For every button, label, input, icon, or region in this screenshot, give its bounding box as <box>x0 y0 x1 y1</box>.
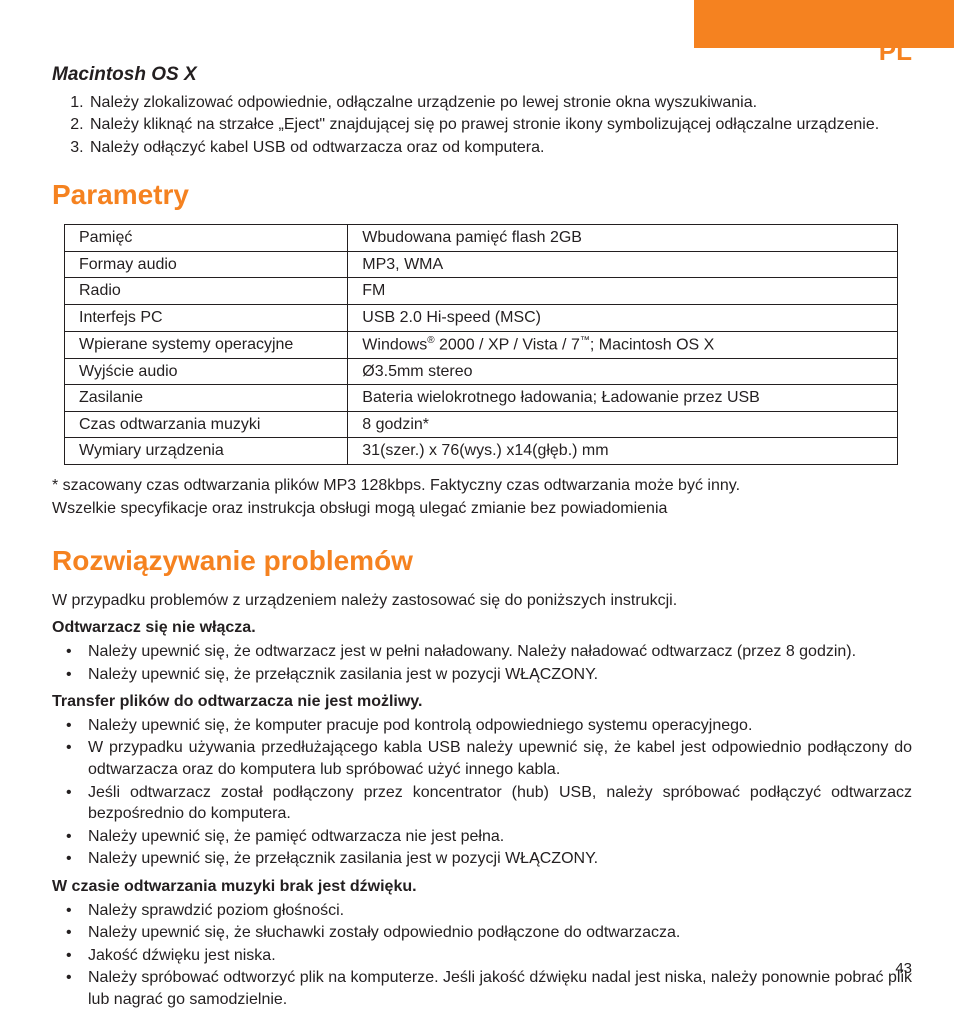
list-item: Należy upewnić się, że przełącznik zasil… <box>66 848 912 870</box>
table-cell: FM <box>348 278 898 305</box>
table-cell: Interfejs PC <box>65 305 348 332</box>
list-item: Należy upewnić się, że przełącznik zasil… <box>66 664 912 686</box>
table-cell: Windows® 2000 / XP / Vista / 7™; Macinto… <box>348 331 898 358</box>
table-cell: Wyjście audio <box>65 358 348 385</box>
trouble-section-title: W czasie odtwarzania muzyki brak jest dź… <box>52 876 912 898</box>
osx-steps: Należy zlokalizować odpowiednie, odłącza… <box>84 92 912 159</box>
table-cell: Radio <box>65 278 348 305</box>
table-cell: Wpierane systemy operacyjne <box>65 331 348 358</box>
specs-heading: Parametry <box>52 176 912 214</box>
corner-accent <box>694 0 954 48</box>
list-item: Należy sprawdzić poziom głośności. <box>66 900 912 922</box>
specs-table: PamięćWbudowana pamięć flash 2GBFormay a… <box>64 224 898 465</box>
table-cell: Wymiary urządzenia <box>65 438 348 465</box>
specs-footnote-2: Wszelkie specyfikacje oraz instrukcja ob… <box>52 498 912 520</box>
table-cell: Ø3.5mm stereo <box>348 358 898 385</box>
table-cell: Pamięć <box>65 225 348 252</box>
table-cell: Formay audio <box>65 251 348 278</box>
table-row: Wyjście audioØ3.5mm stereo <box>65 358 898 385</box>
table-row: ZasilanieBateria wielokrotnego ładowania… <box>65 385 898 412</box>
table-cell: 8 godzin* <box>348 411 898 438</box>
list-item: Należy odłączyć kabel USB od odtwarzacza… <box>88 137 912 159</box>
table-cell: Czas odtwarzania muzyki <box>65 411 348 438</box>
trouble-section-title: Odtwarzacz się nie włącza. <box>52 617 912 639</box>
table-cell: Zasilanie <box>65 385 348 412</box>
list-item: Należy upewnić się, że komputer pracuje … <box>66 715 912 737</box>
trouble-section-list: Należy upewnić się, że komputer pracuje … <box>66 715 912 870</box>
trouble-section-list: Należy sprawdzić poziom głośności.Należy… <box>66 900 912 1011</box>
table-cell: 31(szer.) x 76(wys.) x14(głęb.) mm <box>348 438 898 465</box>
trouble-heading: Rozwiązywanie problemów <box>52 542 912 580</box>
trouble-section-list: Należy upewnić się, że odtwarzacz jest w… <box>66 641 912 685</box>
list-item: Należy upewnić się, że słuchawki zostały… <box>66 922 912 944</box>
table-row: Wpierane systemy operacyjneWindows® 2000… <box>65 331 898 358</box>
list-item: Należy spróbować odtworzyć plik na kompu… <box>66 967 912 1010</box>
page-content: Macintosh OS X Należy zlokalizować odpow… <box>52 62 912 1012</box>
list-item: Należy zlokalizować odpowiednie, odłącza… <box>88 92 912 114</box>
table-cell: MP3, WMA <box>348 251 898 278</box>
list-item: Należy upewnić się, że pamięć odtwarzacz… <box>66 826 912 848</box>
table-row: Wymiary urządzenia31(szer.) x 76(wys.) x… <box>65 438 898 465</box>
list-item: Jakość dźwięku jest niska. <box>66 945 912 967</box>
list-item: Należy kliknąć na strzałce „Eject" znajd… <box>88 114 912 136</box>
list-item: Należy upewnić się, że odtwarzacz jest w… <box>66 641 912 663</box>
list-item: W przypadku używania przedłużającego kab… <box>66 737 912 780</box>
trouble-intro: W przypadku problemów z urządzeniem nale… <box>52 590 912 612</box>
table-row: RadioFM <box>65 278 898 305</box>
table-cell: USB 2.0 Hi-speed (MSC) <box>348 305 898 332</box>
table-row: Formay audioMP3, WMA <box>65 251 898 278</box>
trouble-section-title: Transfer plików do odtwarzacza nie jest … <box>52 691 912 713</box>
specs-footnote-1: * szacowany czas odtwarzania plików MP3 … <box>52 475 912 497</box>
table-row: Interfejs PCUSB 2.0 Hi-speed (MSC) <box>65 305 898 332</box>
table-cell: Bateria wielokrotnego ładowania; Ładowan… <box>348 385 898 412</box>
osx-heading: Macintosh OS X <box>52 62 912 88</box>
table-cell: Wbudowana pamięć flash 2GB <box>348 225 898 252</box>
page-number: 43 <box>895 959 912 979</box>
table-row: PamięćWbudowana pamięć flash 2GB <box>65 225 898 252</box>
table-row: Czas odtwarzania muzyki8 godzin* <box>65 411 898 438</box>
list-item: Jeśli odtwarzacz został podłączony przez… <box>66 782 912 825</box>
